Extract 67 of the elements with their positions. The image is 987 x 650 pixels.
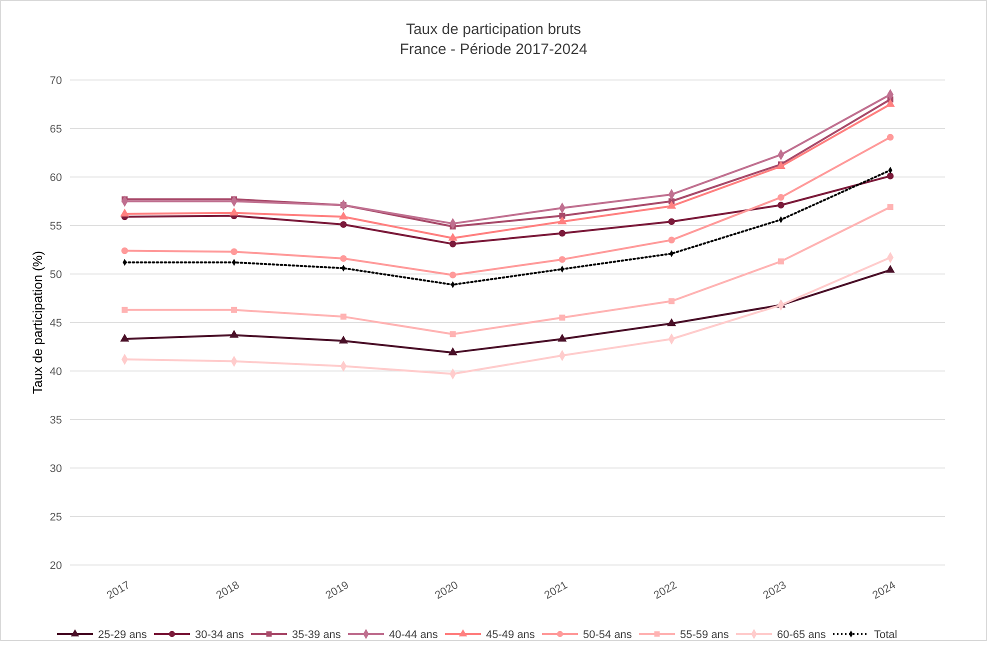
- point: [667, 200, 676, 209]
- x-tick-label: 2017: [104, 579, 132, 602]
- point: [449, 240, 456, 248]
- point: [558, 334, 567, 342]
- y-axis-title: Taux de participation (%): [30, 250, 45, 394]
- chart-title: Taux de participation bruts: [406, 21, 582, 38]
- y-tick-label: 35: [50, 414, 62, 426]
- x-tick-label: 2018: [214, 579, 242, 602]
- point: [558, 216, 567, 224]
- point: [886, 172, 894, 180]
- point: [231, 306, 238, 313]
- point: [558, 256, 566, 263]
- legend-label: 50-54 ans: [583, 628, 632, 641]
- point: [558, 230, 566, 237]
- point: [230, 208, 239, 216]
- x-tick-label: 2024: [870, 579, 898, 602]
- point: [778, 258, 784, 264]
- point: [778, 194, 784, 201]
- y-tick-label: 40: [50, 366, 62, 378]
- point: [886, 264, 895, 273]
- point: [340, 255, 347, 262]
- chart-subtitle: France - Période 2017-2024: [400, 41, 588, 58]
- point: [887, 204, 894, 210]
- point: [668, 298, 675, 304]
- point: [338, 212, 348, 220]
- point: [886, 134, 894, 141]
- point: [122, 306, 128, 313]
- point: [450, 331, 456, 338]
- legend-label: 55-59 ans: [680, 628, 730, 641]
- y-tick-label: 55: [50, 220, 62, 232]
- point: [230, 330, 239, 338]
- legend-label: Total: [874, 628, 898, 641]
- point: [120, 334, 130, 342]
- legend-label: 25-29 ans: [98, 628, 148, 641]
- point: [340, 221, 347, 228]
- point: [449, 272, 456, 278]
- y-tick-label: 25: [50, 511, 62, 524]
- legend-label: 60-65 ans: [777, 628, 826, 641]
- point: [448, 347, 458, 356]
- y-tick-label: 45: [50, 317, 62, 330]
- point: [778, 202, 784, 209]
- point: [338, 336, 348, 344]
- legend-label: 35-39 ans: [292, 628, 342, 641]
- y-tick-label: 30: [50, 462, 62, 475]
- point: [667, 318, 676, 326]
- point: [886, 98, 895, 107]
- y-tick-label: 50: [50, 268, 62, 281]
- y-tick-label: 60: [50, 172, 62, 184]
- point: [448, 232, 458, 241]
- point: [121, 247, 128, 254]
- legend-label: 45-49 ans: [486, 628, 536, 641]
- y-tick-label: 65: [50, 123, 62, 136]
- legend-label: 40-44 ans: [389, 628, 438, 641]
- y-tick-label: 70: [50, 74, 62, 87]
- x-tick-label: 2022: [652, 579, 680, 602]
- x-tick-label: 2021: [542, 579, 570, 602]
- point: [120, 208, 130, 216]
- point: [668, 236, 675, 244]
- point: [340, 314, 346, 320]
- y-tick-label: 20: [50, 560, 62, 572]
- point: [230, 248, 238, 256]
- x-tick-label: 2023: [761, 579, 788, 602]
- point: [559, 314, 566, 321]
- legend-label: 30-34 ans: [195, 628, 244, 641]
- x-tick-label: 2020: [433, 579, 460, 602]
- point: [668, 218, 675, 225]
- x-tick-label: 2019: [324, 579, 351, 602]
